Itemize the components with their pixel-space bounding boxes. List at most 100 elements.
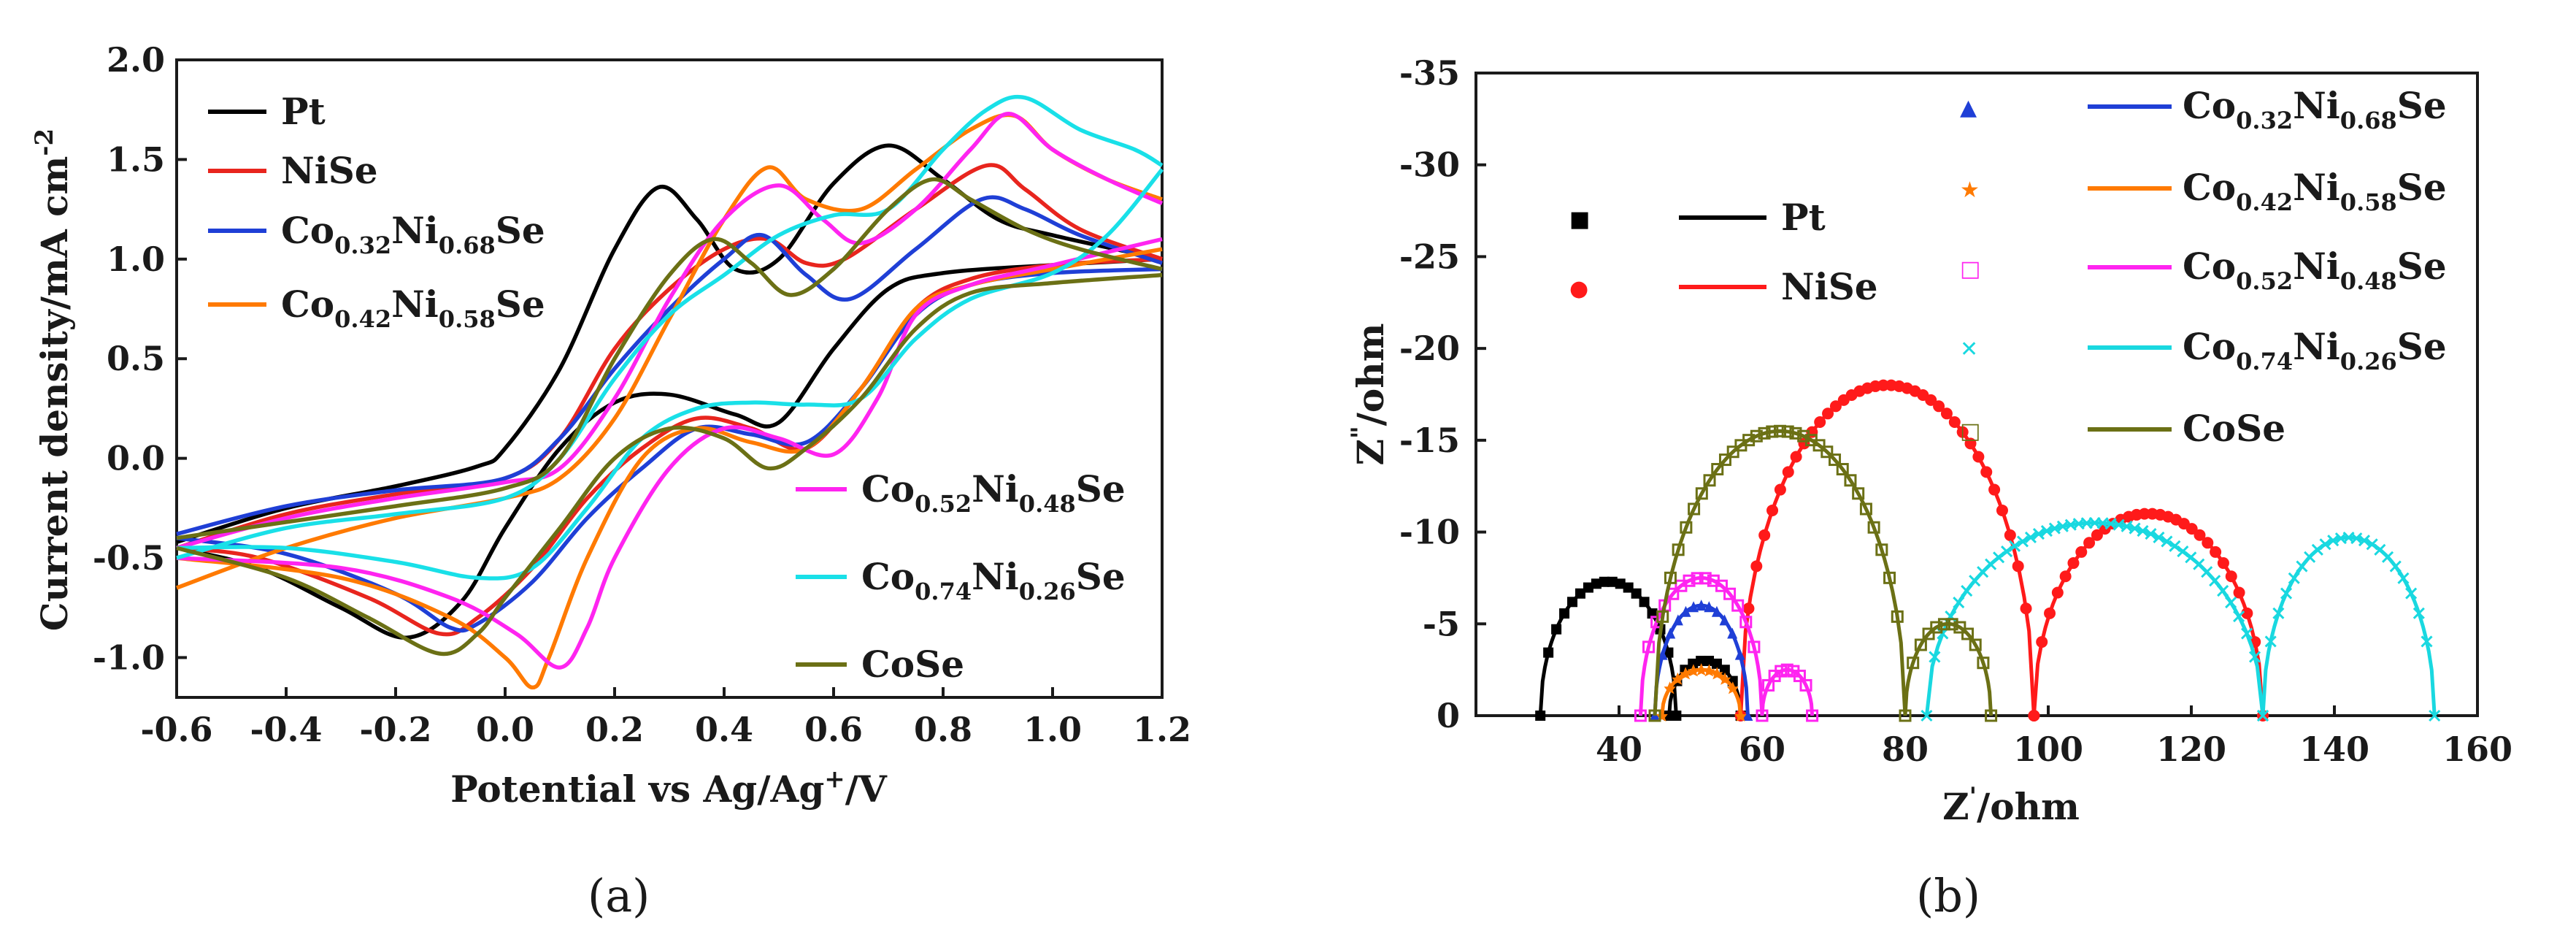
b-ytick-label: -5 [1423,604,1460,643]
b-point-co074ni026se [2032,528,2045,540]
b-fit-cose-1 [1903,621,1993,716]
b-point-nise [1988,483,2001,496]
a-ytick-label: 1.5 [107,139,165,179]
legend-marker-co042: ★ [1960,177,1980,203]
b-point-co052ni048se [1683,574,1696,587]
b-point-co042ni058se [1672,672,1684,685]
b-point-cose [1969,638,1982,651]
b-point-co052ni048se [1731,599,1745,612]
legend-label-co052: Co0.52Ni0.48Se [2183,245,2447,295]
a-ytick-label: -1.0 [93,638,165,677]
legend-label-co042: Co0.42Ni0.58Se [281,283,545,333]
legend-label-co032: Co0.32Ni0.68Se [281,209,545,259]
b-point-co074ni026se [2248,651,2261,663]
a-xtick-label: 0.6 [804,710,863,749]
b-point-co052ni048se [1756,709,1769,722]
a-curve-forward-co074ni026se [176,94,1164,560]
b-point-nise [1782,466,1794,478]
a-ytick-label: 0.5 [107,339,165,378]
b-point-cose [1664,571,1677,584]
b-point-co074ni026se [2241,627,2253,640]
b-point-co052ni048se [1699,572,1712,585]
b-point-co032ni068se [1680,605,1691,617]
b-point-cose [1930,621,1943,634]
a-ytick-label: 2.0 [107,40,165,80]
b-point-co042ni058se [1719,672,1731,685]
b-point-co052ni048se [1806,709,1819,722]
b-point-nise [1933,400,1945,413]
legend-label-pt: Pt [1781,196,1826,239]
b-point-pt [1583,582,1593,593]
b-point-co052ni048se [1748,640,1761,654]
caption-b: (b) [1916,869,1980,922]
b-point-nise [1956,426,1969,438]
b-point-co074ni026se [2311,543,2323,556]
b-point-cose [1977,657,1990,670]
panel-b-ticks: 40 60 80 100 120 140 160 -35 -30 -25 -20 -15 -10 -5 0 [1399,53,2512,769]
b-point-cose [1937,618,1950,631]
b-point-nise [1964,437,1977,450]
b-point-nise [1766,504,1779,516]
b-point-cose [1742,434,1756,447]
a-xtick-label: 0.4 [695,710,753,749]
b-point-pt [1535,711,1546,721]
b-point-co074ni026se [2389,560,2402,573]
panel-b-y-label: Z"/ohm [1346,323,1392,465]
b-point-co074ni026se [2366,538,2378,551]
a-ytick-label: 1.0 [107,240,165,279]
a-curve-reverse-nise [176,257,1163,637]
b-point-pt [1664,711,1675,721]
b-point-nise [2225,570,2237,583]
b-point-co074ni026se [2008,540,2021,552]
b-point-cose [1766,425,1779,438]
b-point-cose [1922,627,1935,640]
b-point-co074ni026se [2280,587,2293,600]
a-xtick-label: 0.8 [914,710,972,749]
b-point-co074ni026se [2319,538,2331,551]
a-ytick-label: -0.5 [93,538,165,578]
b-point-nise [1750,560,1763,573]
b-point-pt [1591,578,1602,589]
legend-marker-co032: ▲ [1960,95,1977,120]
b-point-nise [2194,529,2206,541]
b-point-co074ni026se [1961,584,1973,597]
a-xtick-label: 1.2 [1133,710,1191,749]
b-point-cose [1914,638,1927,651]
b-point-nise [2202,537,2214,549]
a-ytick-label: 0.0 [107,439,165,478]
b-point-co032ni068se [1665,627,1676,639]
b-xtick-label: 80 [1882,730,1929,769]
b-point-nise [2217,557,2229,570]
b-point-nise [2059,570,2072,583]
b-point-nise [1996,504,2008,516]
b-point-cose [1648,709,1661,722]
b-point-pt [1711,658,1722,669]
legend-label-cose: CoSe [861,643,964,686]
b-point-pt [1623,582,1634,593]
b-point-co074ni026se [1953,596,1965,609]
b-point-nise [1925,394,1937,406]
b-point-pt [1615,578,1626,589]
b-point-cose [1907,657,1920,670]
b-point-cose [1656,610,1669,623]
b-point-cose [1883,571,1896,584]
b-point-co074ni026se [2397,572,2410,584]
b-xtick-label: 160 [2442,730,2512,769]
panel-a-legend-top: Pt NiSe Co0.32Ni0.68Se Co0.42Ni0.58Se [208,90,545,333]
b-point-nise [2210,546,2222,558]
a-curve-forward-nise [176,163,1163,551]
panel-b-x-label: Z'/ohm [1942,782,2080,828]
b-point-co074ni026se [2145,528,2157,540]
b-ytick-label: 0 [1437,696,1460,735]
legend-marker-cose: □ [1960,418,1980,444]
a-xtick-label: 0.0 [476,710,534,749]
b-point-co052ni048se [1793,670,1806,683]
b-point-cose [1774,424,1786,437]
b-point-co074ni026se [2358,535,2371,547]
b-point-co074ni026se [2412,607,2425,619]
b-point-co052ni048se [1642,640,1656,654]
b-point-nise [2241,607,2253,619]
b-point-cose [1836,462,1849,475]
b-point-co074ni026se [1921,709,1933,722]
b-point-cose [1829,453,1842,467]
